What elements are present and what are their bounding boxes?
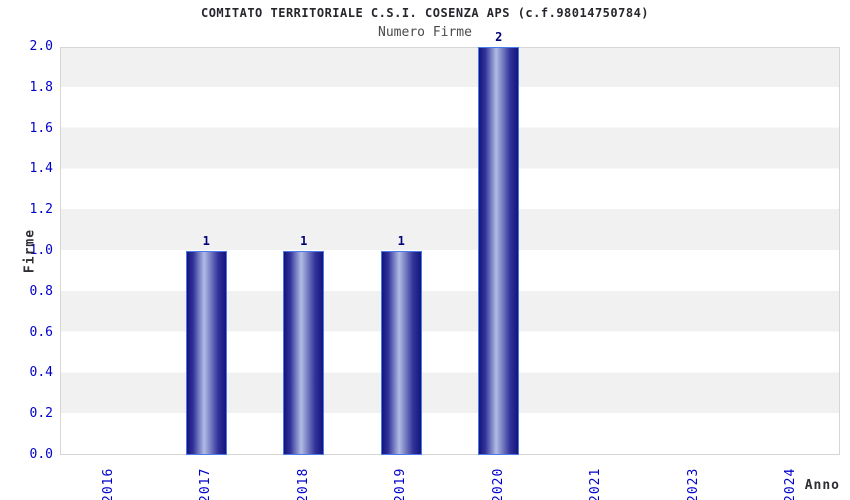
bar-value-label: 1 <box>397 234 405 248</box>
chart-subtitle: Numero Firme <box>378 25 472 40</box>
y-tick-label: 0.8 <box>29 283 53 299</box>
y-tick-label: 1.4 <box>29 161 53 177</box>
y-tick-label: 0.2 <box>29 406 53 422</box>
y-tick-label: 0.4 <box>29 365 53 381</box>
y-tick-label: 0.0 <box>29 447 53 462</box>
x-axis-title: Anno <box>804 478 840 493</box>
bar-value-label: 2 <box>495 30 503 44</box>
plot-area <box>60 47 840 455</box>
y-tick-label: 1.6 <box>29 120 53 136</box>
bar-value-label: 1 <box>202 234 210 248</box>
y-tick-label: 1.0 <box>29 243 53 258</box>
y-tick-label: 1.8 <box>29 79 53 95</box>
x-tick-label: 2021 <box>588 467 604 500</box>
x-tick-label: 2018 <box>295 467 311 500</box>
bar-2018 <box>283 251 325 455</box>
x-tick-label: 2019 <box>393 467 409 500</box>
y-tick-label: 2.0 <box>29 39 53 54</box>
x-tick-label: 2020 <box>490 467 506 500</box>
y-tick-label: 0.6 <box>29 324 53 340</box>
bar-2019 <box>380 251 422 455</box>
x-tick-label: 2023 <box>685 467 701 500</box>
x-tick-label: 2017 <box>198 467 214 500</box>
x-tick-label: 2016 <box>100 467 116 500</box>
y-axis-title: Firme <box>22 228 38 274</box>
bar-2017 <box>185 251 227 455</box>
x-tick-label: 2024 <box>783 467 799 500</box>
chart-title: COMITATO TERRITORIALE C.S.I. COSENZA APS… <box>200 6 650 20</box>
bar-2020 <box>478 47 520 455</box>
bar-value-label: 1 <box>300 234 308 248</box>
y-tick-label: 1.2 <box>29 202 53 218</box>
